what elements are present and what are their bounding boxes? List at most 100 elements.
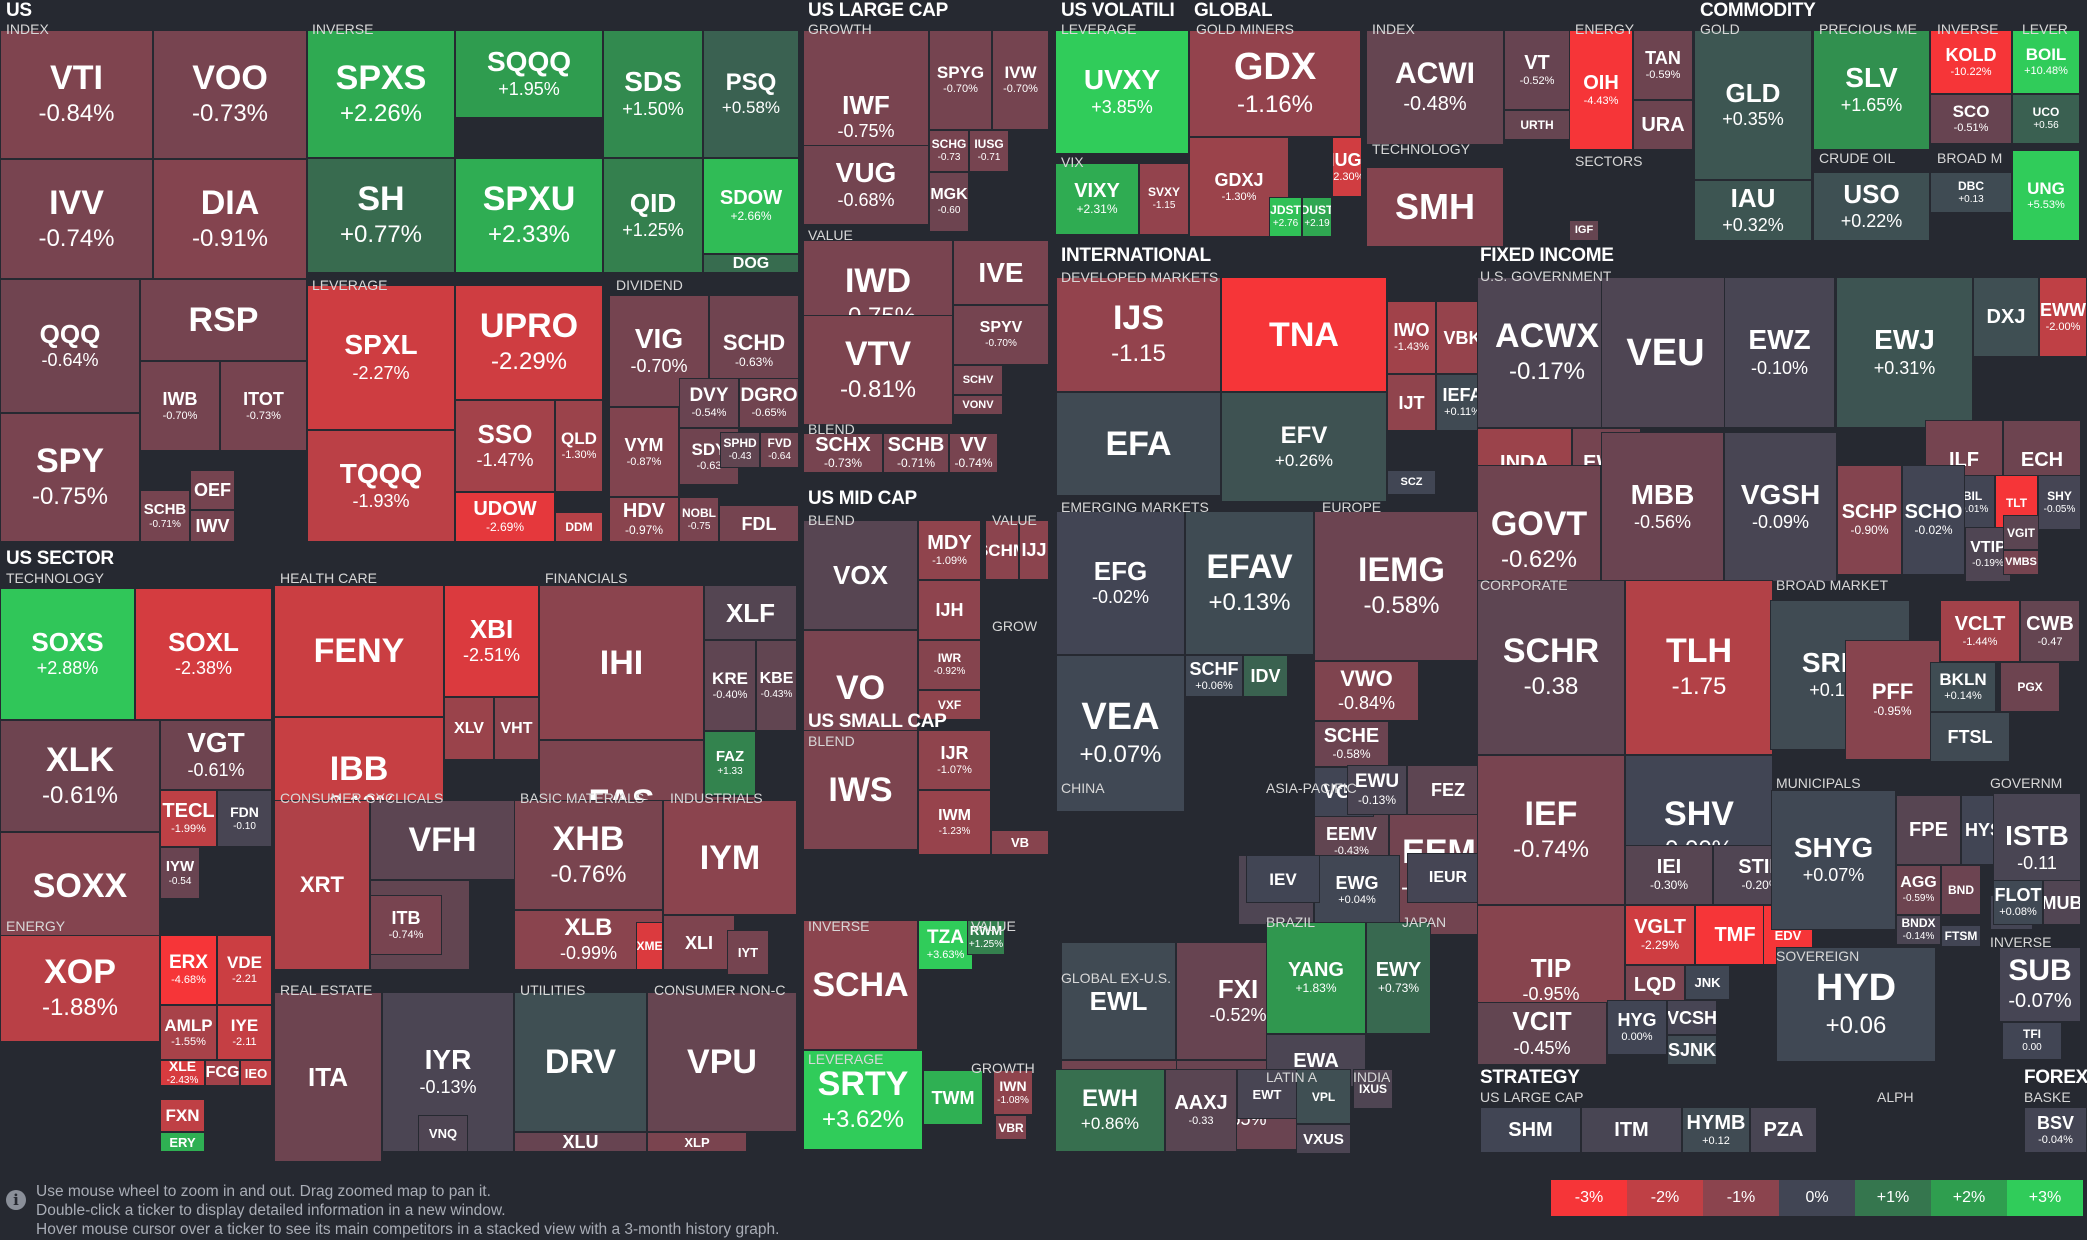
ticker-tile-vb[interactable]: VB — [991, 830, 1049, 855]
ticker-tile-sdow[interactable]: SDOW +2.66% — [703, 158, 799, 254]
ticker-tile-tfi[interactable]: TFI 0.00 — [2002, 1022, 2062, 1060]
ticker-tile-vde[interactable]: VDE -2.21 — [217, 935, 272, 1005]
ticker-tile-drv[interactable]: DRV — [514, 992, 647, 1132]
ticker-tile-pza[interactable]: PZA — [1750, 1107, 1817, 1153]
ticker-tile-iym[interactable]: IYM — [663, 800, 797, 915]
ticker-tile-spyv[interactable]: SPYV -0.70% — [953, 305, 1049, 365]
ticker-tile-hymb[interactable]: HYMB +0.12 — [1682, 1107, 1750, 1153]
ticker-tile-rsp[interactable]: RSP — [140, 279, 307, 361]
ticker-tile-tqqq[interactable]: TQQQ -1.93% — [307, 430, 455, 542]
ticker-tile-schx[interactable]: SCHX -0.73% — [803, 433, 883, 473]
ticker-tile-kold[interactable]: KOLD -10.22% — [1930, 30, 2012, 94]
ticker-tile-feny[interactable]: FENY — [274, 585, 444, 717]
ticker-tile-sub[interactable]: SUB -0.07% — [1999, 947, 2081, 1022]
ticker-tile-ixus[interactable]: IXUS — [1353, 1069, 1393, 1109]
ticker-tile-efv[interactable]: EFV +0.26% — [1221, 392, 1387, 502]
ticker-tile-pgx[interactable]: PGX — [2000, 662, 2060, 712]
ticker-tile-itb[interactable]: ITB -0.74% — [370, 895, 442, 955]
ticker-tile-ive[interactable]: IVE — [953, 240, 1049, 305]
ticker-tile-vfh[interactable]: VFH — [370, 800, 515, 880]
ticker-tile-dvy[interactable]: DVY -0.54% — [679, 378, 739, 428]
ticker-tile-ihi[interactable]: IHI — [539, 585, 704, 740]
ticker-tile-xlk[interactable]: XLK -0.61% — [0, 720, 160, 832]
ticker-tile-vht[interactable]: VHT — [494, 697, 539, 760]
ticker-tile-xbi[interactable]: XBI -2.51% — [444, 585, 539, 697]
ticker-tile-cwb[interactable]: CWB -0.47 — [2020, 600, 2080, 662]
ticker-tile-nugt[interactable]: NUGT-2.30% — [1332, 137, 1362, 197]
ticker-tile-iau[interactable]: IAU +0.32% — [1694, 180, 1812, 241]
ticker-tile-vym[interactable]: VYM -0.87% — [609, 407, 679, 497]
ticker-tile-schp[interactable]: SCHP -0.90% — [1837, 465, 1902, 575]
ticker-tile-iei[interactable]: IEI -0.30% — [1625, 845, 1713, 905]
ticker-tile-ewy[interactable]: EWY +0.73% — [1366, 922, 1431, 1034]
ticker-tile-flot[interactable]: FLOT +0.08% — [1993, 880, 2043, 925]
ticker-tile-bnd[interactable]: BND — [1941, 865, 1981, 915]
ticker-tile-tna[interactable]: TNA — [1221, 277, 1387, 392]
ticker-tile-tlh[interactable]: TLH -1.75 — [1625, 580, 1773, 755]
ticker-tile-schb[interactable]: SCHB -0.71% — [883, 433, 949, 473]
ticker-tile-bndx[interactable]: BNDX -0.14% — [1896, 915, 1941, 945]
ticker-tile-jnk[interactable]: JNK — [1685, 965, 1730, 1000]
ticker-tile-acwx[interactable]: ACWX -0.17% — [1477, 277, 1617, 428]
ticker-tile-vixy[interactable]: VIXY +2.31% — [1055, 163, 1139, 235]
ticker-tile-schb[interactable]: SCHB -0.71% — [140, 490, 190, 542]
ticker-tile-uco[interactable]: UCO +0.56 — [2012, 94, 2080, 144]
ticker-tile-vmbs[interactable]: VMBS — [2003, 550, 2039, 575]
ticker-tile-vig[interactable]: VIG -0.70% — [609, 295, 709, 407]
ticker-tile-tecl[interactable]: TECL -1.99% — [160, 790, 217, 847]
ticker-tile-iyw[interactable]: IYW -0.54 — [160, 847, 200, 899]
ticker-tile-vcsh[interactable]: VCSH — [1667, 1000, 1717, 1035]
ticker-tile-ieo[interactable]: IEO — [240, 1060, 272, 1086]
ticker-tile-twm[interactable]: TWM — [923, 1070, 983, 1125]
ticker-tile-vcit[interactable]: VCIT -0.45% — [1477, 1002, 1607, 1065]
ticker-tile-soxl[interactable]: SOXL -2.38% — [135, 588, 272, 720]
ticker-tile-xrt[interactable]: XRT — [274, 800, 370, 970]
ticker-tile-shy[interactable]: SHY -0.05% — [2038, 475, 2081, 530]
ticker-tile-fxn[interactable]: FXN — [160, 1099, 205, 1132]
ticker-tile-vo[interactable]: VO — [803, 630, 918, 745]
ticker-tile-ivv[interactable]: IVV -0.74% — [0, 159, 153, 279]
ticker-tile-scha[interactable]: SCHA — [803, 920, 918, 1050]
ticker-tile-soxx[interactable]: SOXX — [0, 832, 160, 940]
ticker-tile-vgt[interactable]: VGT -0.61% — [160, 720, 272, 790]
ticker-tile-kre[interactable]: KRE -0.40% — [704, 640, 756, 731]
ticker-tile-vnq[interactable]: VNQ — [418, 1115, 468, 1152]
ticker-tile-xop[interactable]: XOP -1.88% — [0, 935, 160, 1042]
ticker-tile-xle[interactable]: XLE -2.43% — [160, 1060, 205, 1086]
ticker-tile-schg[interactable]: SCHG -0.73 — [929, 130, 969, 172]
ticker-tile-schr[interactable]: SCHR -0.38 — [1477, 580, 1625, 755]
ticker-tile-xlv[interactable]: XLV — [444, 697, 494, 760]
ticker-tile-smh[interactable]: SMH — [1366, 167, 1504, 247]
ticker-tile-idv[interactable]: IDV — [1243, 655, 1288, 697]
ticker-tile-iwo[interactable]: IWO -1.43% — [1387, 301, 1436, 374]
ticker-tile-svxy[interactable]: SVXY -1.15 — [1139, 163, 1189, 235]
ticker-tile-ita[interactable]: ITA — [274, 992, 382, 1162]
ticker-tile-vbr[interactable]: VBR — [995, 1115, 1027, 1140]
ticker-tile-dgro[interactable]: DGRO -0.65% — [739, 378, 799, 428]
ticker-tile-hdv[interactable]: HDV -0.97% — [609, 497, 679, 542]
ticker-tile-iyt[interactable]: IYT — [727, 930, 769, 975]
ticker-tile-sqqq[interactable]: SQQQ +1.95% — [455, 30, 603, 118]
ticker-tile-dia[interactable]: DIA -0.91% — [153, 159, 307, 279]
ticker-tile-ewh[interactable]: EWH +0.86% — [1055, 1069, 1165, 1152]
ticker-tile-erx[interactable]: ERX -4.68% — [160, 935, 217, 1005]
ticker-tile-tan[interactable]: TAN -0.59% — [1633, 30, 1693, 100]
ticker-tile-iwr[interactable]: IWR -0.92% — [918, 640, 981, 690]
ticker-tile-hyg[interactable]: HYG 0.00% — [1607, 1000, 1667, 1055]
ticker-tile-vug[interactable]: VUG -0.68% — [803, 145, 929, 225]
ticker-tile-vti[interactable]: VTI -0.84% — [0, 30, 153, 159]
ticker-tile-sh[interactable]: SH +0.77% — [307, 158, 455, 273]
ticker-tile-vonv[interactable]: VONV — [953, 395, 1003, 415]
ticker-tile-spyg[interactable]: SPYG -0.70% — [929, 30, 992, 130]
ticker-tile-bsv[interactable]: BSV -0.04% — [2024, 1107, 2087, 1153]
ticker-tile-ewu[interactable]: EWU -0.13% — [1347, 765, 1407, 815]
ticker-tile-iwm[interactable]: IWM -1.23% — [918, 790, 991, 855]
ticker-tile-iusg[interactable]: IUSG -0.71 — [969, 130, 1009, 172]
ticker-tile-hyd[interactable]: HYD +0.06 — [1776, 947, 1936, 1062]
ticker-tile-efa[interactable]: EFA — [1056, 392, 1221, 496]
ticker-tile-fdn[interactable]: FDN -0.10 — [217, 790, 272, 847]
ticker-tile-ftsm[interactable]: FTSM — [1941, 925, 1981, 947]
ticker-tile-bkln[interactable]: BKLN +0.14% — [1930, 662, 1996, 712]
ticker-tile-aaxj[interactable]: AAXJ -0.33 — [1165, 1069, 1237, 1152]
ticker-tile-iwv[interactable]: IWV — [190, 510, 235, 542]
